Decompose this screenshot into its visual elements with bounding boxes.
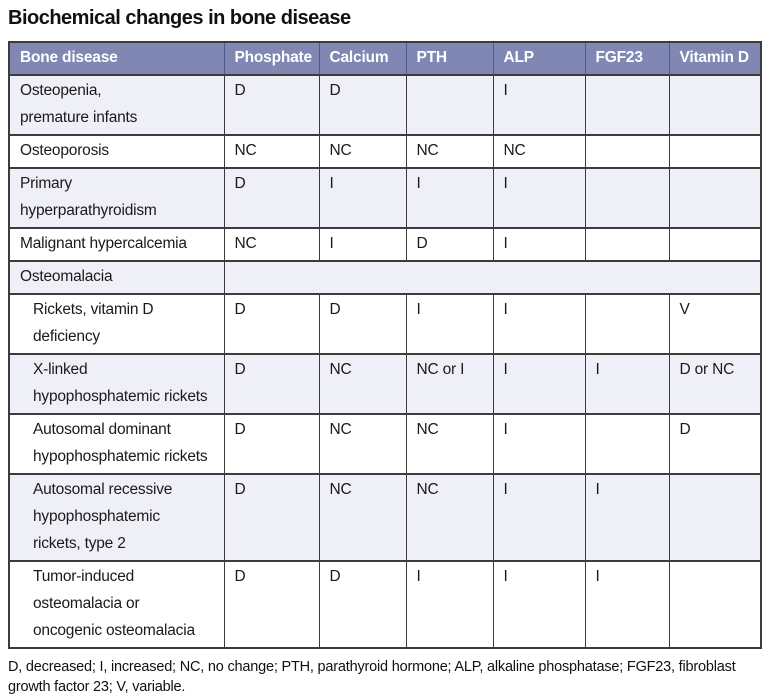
value-cell: I <box>492 560 586 649</box>
value-cell: D <box>318 293 407 355</box>
table-row: Autosomal dominant hypophosphatemic ricke… <box>8 413 762 475</box>
page-title: Biochemical changes in bone disease <box>8 7 351 29</box>
column-header-fgf23: FGF23 <box>584 41 669 76</box>
value-cell <box>668 560 762 649</box>
value-cell: I <box>492 227 586 262</box>
value-cell: NC <box>223 227 320 262</box>
table-row: Primary hyperparathyroidism D I I I <box>8 167 762 229</box>
table-row: Osteopenia, premature infants D D I <box>8 74 762 136</box>
value-cell: I <box>405 560 494 649</box>
value-cell: I <box>405 293 494 355</box>
value-cell: NC <box>405 473 494 562</box>
value-cell <box>584 413 670 475</box>
bone-disease-table: Bone disease Phosphate Calcium PTH ALP FGF23 V… <box>8 41 762 649</box>
value-cell: I <box>492 293 586 355</box>
value-cell <box>584 227 670 262</box>
value-cell: NC <box>492 134 586 169</box>
table-row: X-linked hypophosphatemic rickets D NC NC or… <box>8 353 762 415</box>
value-cell: NC <box>318 473 407 562</box>
disease-cell: Primary hyperparathyroidism <box>8 167 225 229</box>
table-row: Malignant hypercalcemia NC I D I <box>8 227 762 262</box>
value-cell <box>668 227 762 262</box>
value-cell: I <box>492 74 586 136</box>
value-cell: D <box>223 293 320 355</box>
section-span-cell <box>223 260 762 295</box>
value-cell: I <box>584 353 670 415</box>
table-row: Tumor-induced osteomalacia or oncogenic os… <box>8 560 762 649</box>
column-header-phosphate: Phosphate <box>223 41 319 76</box>
value-cell: NC <box>405 413 494 475</box>
disease-cell: Osteomalacia <box>8 260 225 295</box>
column-header-alp: ALP <box>492 41 585 76</box>
value-cell: NC <box>318 413 407 475</box>
value-cell: NC or I <box>405 353 494 415</box>
value-cell: I <box>492 473 586 562</box>
value-cell: I <box>584 560 670 649</box>
column-header-bone-disease: Bone disease <box>8 41 224 76</box>
value-cell <box>584 293 670 355</box>
value-cell: D <box>223 473 320 562</box>
value-cell: I <box>318 227 407 262</box>
disease-cell: Tumor-induced osteomalacia or oncogenic os… <box>8 560 225 649</box>
value-cell <box>668 167 762 229</box>
disease-cell: Malignant hypercalcemia <box>8 227 225 262</box>
value-cell: D <box>318 560 407 649</box>
column-header-pth: PTH <box>405 41 493 76</box>
value-cell <box>668 74 762 136</box>
value-cell <box>584 134 670 169</box>
value-cell <box>668 134 762 169</box>
disease-cell: Autosomal recessive hypophosphatemic ricke… <box>8 473 225 562</box>
value-cell <box>668 473 762 562</box>
value-cell: D <box>668 413 762 475</box>
section-row: Osteomalacia <box>8 260 762 295</box>
value-cell: NC <box>223 134 320 169</box>
value-cell: NC <box>405 134 494 169</box>
value-cell: D <box>318 74 407 136</box>
value-cell: D <box>223 353 320 415</box>
value-cell: D <box>223 74 320 136</box>
table-header-row: Bone disease Phosphate Calcium PTH ALP FGF23 V… <box>8 41 761 76</box>
table-row: Osteoporosis NC NC NC NC <box>8 134 762 169</box>
value-cell: D <box>223 167 320 229</box>
value-cell: I <box>405 167 494 229</box>
value-cell <box>584 167 670 229</box>
value-cell <box>405 74 494 136</box>
value-cell: I <box>318 167 407 229</box>
column-header-calcium: Calcium <box>318 41 406 76</box>
value-cell: NC <box>318 353 407 415</box>
table-row: Autosomal recessive hypophosphatemic ricke… <box>8 473 762 562</box>
disease-cell: X-linked hypophosphatemic rickets <box>8 353 225 415</box>
disease-cell: Autosomal dominant hypophosphatemic ricke… <box>8 413 225 475</box>
value-cell: D or NC <box>668 353 762 415</box>
value-cell: I <box>492 413 586 475</box>
footnote: D, decreased; I, increased; NC, no chang… <box>8 659 736 695</box>
value-cell: D <box>223 560 320 649</box>
value-cell: NC <box>318 134 407 169</box>
value-cell: D <box>405 227 494 262</box>
value-cell: I <box>492 353 586 415</box>
column-header-vitamin-d: Vitamin D <box>668 41 761 76</box>
value-cell: V <box>668 293 762 355</box>
value-cell: I <box>584 473 670 562</box>
disease-cell: Osteopenia, premature infants <box>8 74 225 136</box>
disease-cell: Osteoporosis <box>8 134 225 169</box>
value-cell: D <box>223 413 320 475</box>
value-cell <box>584 74 670 136</box>
value-cell: I <box>492 167 586 229</box>
